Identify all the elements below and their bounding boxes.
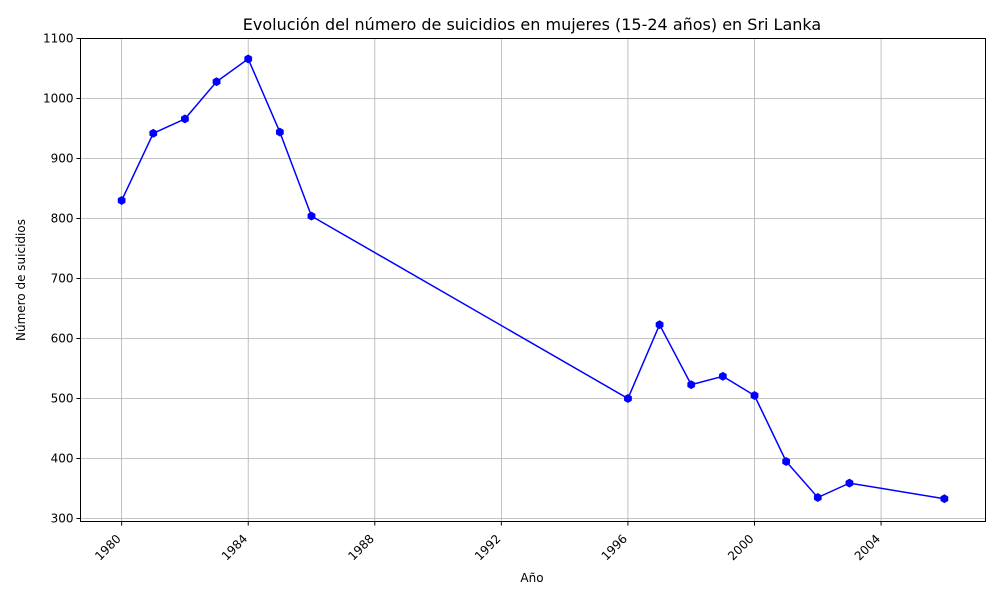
data-point: [718, 371, 727, 381]
data-point: [149, 128, 158, 138]
data-point: [117, 196, 126, 205]
data-point: [212, 77, 221, 87]
y-tick-label: 1100: [43, 32, 74, 46]
y-tick-label: 500: [51, 392, 74, 406]
data-point: [244, 54, 253, 64]
data-point: [181, 114, 189, 124]
data-point: [655, 320, 664, 330]
x-axis-label: Año: [520, 571, 543, 585]
y-tick-label: 1000: [43, 92, 74, 106]
x-tick-label: 1992: [472, 532, 503, 563]
y-tick-label: 400: [51, 452, 74, 466]
x-tick-label: 1996: [599, 532, 630, 563]
series-line: [120, 57, 945, 500]
data-point: [275, 127, 284, 137]
data-point: [307, 211, 316, 221]
y-tick-label: 300: [51, 512, 74, 526]
data-point: [813, 493, 822, 502]
plot-frame: [80, 38, 986, 522]
data-point: [782, 457, 791, 466]
data-point: [940, 494, 949, 504]
y-axis: 300 400 500 600 700 800 900 1000 1100: [43, 32, 81, 526]
y-tick-label: 600: [51, 332, 74, 346]
y-tick-label: 900: [51, 152, 74, 166]
data-point: [624, 394, 632, 403]
data-point: [687, 380, 696, 390]
x-tick-label: 1988: [345, 532, 376, 563]
x-tick-label: 2000: [725, 532, 756, 563]
grid: [80, 38, 986, 522]
x-tick-label: 1980: [92, 532, 123, 563]
x-tick-label: 2004: [852, 532, 883, 563]
data-point: [845, 478, 854, 488]
data-point: [750, 391, 759, 400]
chart-title: Evolución del número de suicidios en muj…: [243, 15, 821, 34]
y-axis-label: Número de suicidios: [14, 219, 28, 341]
x-axis: 1980 1984 1988 1992 1996 2000 2004: [92, 521, 883, 563]
series-layer: [117, 54, 949, 504]
x-tick-label: 1984: [219, 532, 250, 563]
y-tick-label: 800: [51, 212, 74, 226]
y-tick-label: 700: [51, 272, 74, 286]
